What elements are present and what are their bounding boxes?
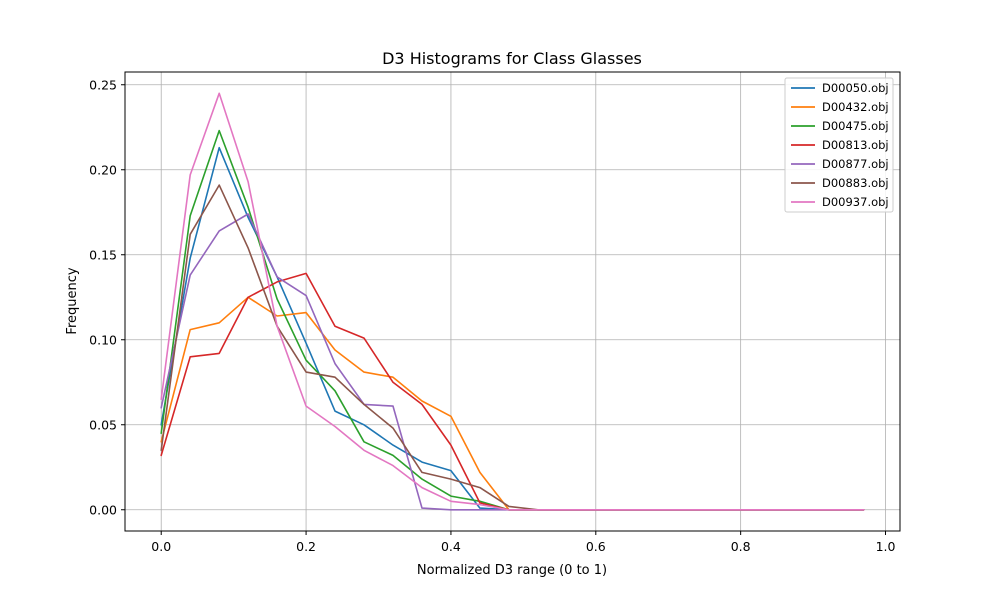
legend-label: D00937.obj [822,195,889,209]
x-tick-label: 0.0 [151,539,171,554]
x-tick-label: 0.6 [586,539,606,554]
y-axis-label: Frequency [65,267,80,334]
legend-label: D00877.obj [822,157,889,171]
x-tick-label: 0.2 [296,539,316,554]
y-tick-label: 0.00 [89,502,117,517]
chart-title: D3 Histograms for Class Glasses [382,49,642,68]
y-tick-label: 0.20 [89,162,117,177]
x-tick-label: 0.8 [731,539,751,554]
y-tick-label: 0.15 [89,247,117,262]
legend: D00050.obj D00432.obj D00475.obj D00813.obj… [785,78,893,212]
x-tick-label: 1.0 [876,539,896,554]
legend-label: D00475.obj [822,119,889,133]
y-tick-label: 0.10 [89,332,117,347]
legend-label: D00050.obj [822,81,889,95]
y-tick-label: 0.25 [89,77,117,92]
legend-label: D00883.obj [822,176,889,190]
legend-label: D00813.obj [822,138,889,152]
y-tick-label: 0.05 [89,417,117,432]
x-tick-label: 0.4 [441,539,461,554]
x-axis-label: Normalized D3 range (0 to 1) [417,563,607,578]
legend-label: D00432.obj [822,100,889,114]
